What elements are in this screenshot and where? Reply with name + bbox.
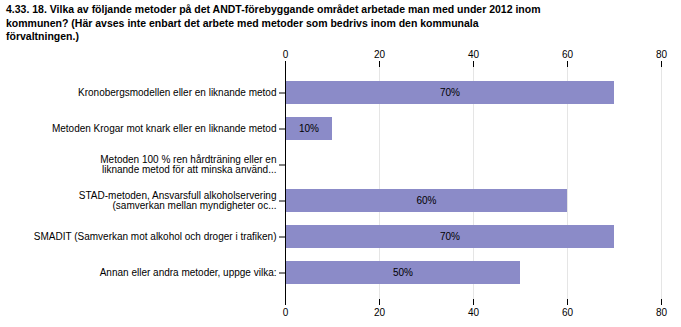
svg-text:40: 40 [468,307,480,318]
svg-text:70%: 70% [440,87,460,98]
svg-text:0: 0 [283,48,289,59]
svg-text:Kronobergsmodellen eller en li: Kronobergsmodellen eller en liknande met… [78,87,276,98]
svg-text:70%: 70% [440,231,460,242]
svg-text:10%: 10% [299,123,319,134]
svg-text:80: 80 [656,48,668,59]
svg-text:0: 0 [283,307,289,318]
svg-text:STAD-metoden, Ansvarsfull alko: STAD-metoden, Ansvarsfull alkoholserveri… [79,190,277,211]
svg-text:40: 40 [468,48,480,59]
html-text:4.33. 18. Vilka av följande me: 4.33. 18. Vilka av följande metoder på d… [6,3,541,43]
svg-text:20: 20 [374,307,386,318]
svg-text:80: 80 [656,307,668,318]
svg-text:60: 60 [562,307,574,318]
svg-text:Annan eller andra metoder, upp: Annan eller andra metoder, uppge vilka: [100,267,277,278]
svg-text:20: 20 [374,48,386,59]
svg-text:50%: 50% [393,267,413,278]
svg-text:60%: 60% [416,195,436,206]
svg-text:Metoden 100 % ren hårdträning: Metoden 100 % ren hårdträning eller enli… [100,154,276,175]
svg-text:SMADIT (Samverkan mot alkohol: SMADIT (Samverkan mot alkohol och droger… [34,231,277,242]
svg-text:Metoden Krogar mot knark eller: Metoden Krogar mot knark eller en liknan… [52,123,277,134]
svg-text:60: 60 [562,48,574,59]
